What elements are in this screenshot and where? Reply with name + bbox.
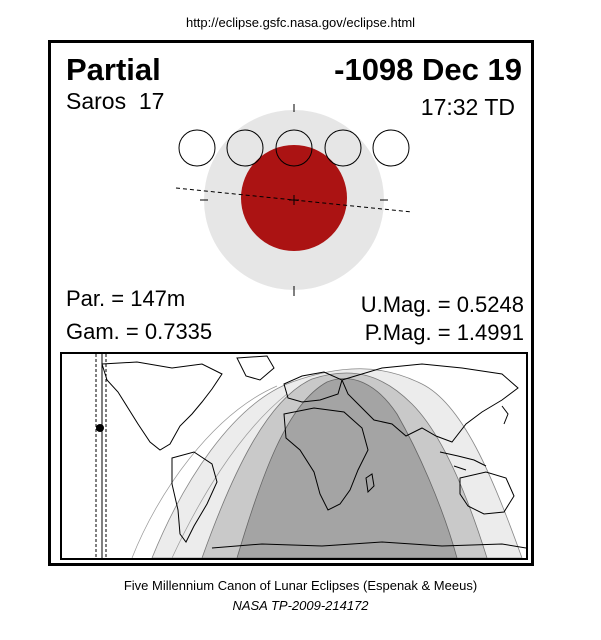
north-america-outline [101, 361, 223, 451]
africa-outline [283, 407, 369, 511]
moon-positions [178, 129, 410, 167]
antarctica-outline [211, 541, 526, 549]
moon-position-1 [178, 129, 216, 167]
australia-outline [459, 471, 515, 515]
meridian-lines [95, 354, 107, 558]
greenland-outline [236, 355, 275, 381]
publication-id: NASA TP-2009-214172 [232, 598, 369, 613]
eclipse-date: -1098 Dec 19 [334, 52, 522, 87]
gamma-value: Gam. = 0.7335 [66, 319, 213, 344]
eclipse-panel [48, 40, 534, 566]
europe-outline [283, 371, 343, 403]
asia-outline [341, 363, 519, 443]
indonesia-outline [439, 451, 487, 471]
moon-position-4 [324, 129, 362, 167]
saros-label: Saros 17 [66, 88, 165, 114]
umbral-zone [236, 378, 458, 558]
eclipse-type: Partial [66, 52, 161, 87]
moon-position-2 [226, 129, 264, 167]
moon-path [175, 187, 413, 213]
map-svg [95, 354, 526, 558]
continent-outlines [101, 355, 526, 549]
japan-outline [501, 405, 509, 425]
greatest-eclipse-marker [96, 424, 104, 432]
moon-position-3 [275, 129, 313, 167]
eclipse-time: 17:32 TD [420, 94, 515, 120]
south-america-outline [171, 451, 218, 543]
umbral-magnitude: U.Mag. = 0.5248 [360, 292, 524, 317]
madagascar-outline [365, 473, 375, 494]
axis-ticks [200, 104, 388, 296]
moon-position-5 [372, 129, 410, 167]
center-cross [289, 195, 299, 205]
penumbral-magnitude: P.Mag. = 1.4991 [364, 320, 524, 345]
visibility-map [60, 352, 528, 560]
credit-line: Five Millennium Canon of Lunar Eclipses … [123, 578, 478, 593]
source-url: http://eclipse.gsfc.nasa.gov/eclipse.htm… [185, 15, 416, 30]
partial-duration: Par. = 147m [66, 286, 186, 311]
